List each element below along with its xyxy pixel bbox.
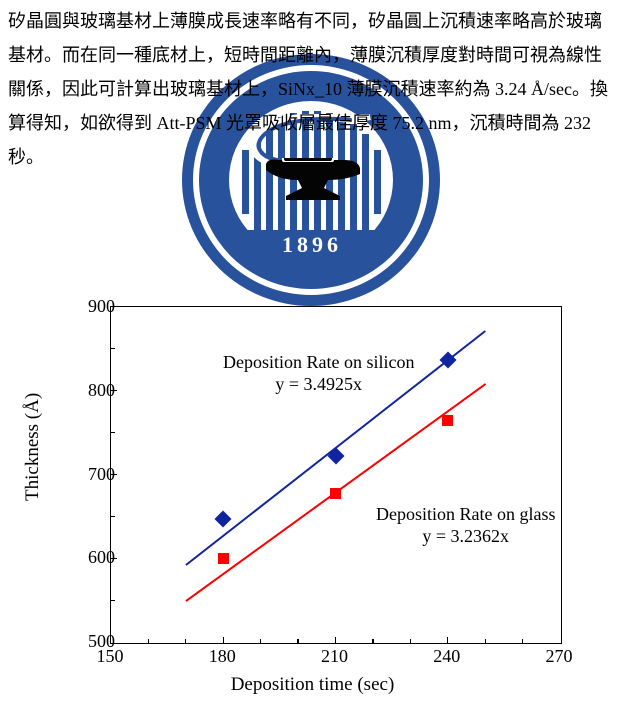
x-axis-label: Deposition time (sec) <box>50 674 575 696</box>
deposition-chart: Thickness (Å) Deposition Rate on silicon… <box>50 306 575 696</box>
marker-silicon <box>215 510 232 527</box>
x-tick-label: 210 <box>315 646 355 667</box>
y-tick-label: 600 <box>69 547 115 568</box>
y-tick-label: 700 <box>69 464 115 485</box>
series-label-silicon: Deposition Rate on silicony = 3.4925x <box>223 351 414 395</box>
marker-glass <box>218 553 229 564</box>
logo-year: 1896 <box>236 230 388 260</box>
x-tick-label: 240 <box>427 646 467 667</box>
x-tick-label: 270 <box>539 646 579 667</box>
y-tick-label: 900 <box>69 296 115 317</box>
series-label-glass: Deposition Rate on glassy = 3.2362x <box>376 503 555 547</box>
marker-glass <box>330 488 341 499</box>
x-tick-label: 180 <box>202 646 242 667</box>
y-axis-label: Thickness (Å) <box>22 393 44 501</box>
body-paragraph: 矽晶圓與玻璃基材上薄膜成長速率略有不同，矽晶圓上沉積速率略高於玻璃基材。而在同一… <box>8 4 616 174</box>
y-tick-label: 800 <box>69 380 115 401</box>
x-tick-label: 150 <box>90 646 130 667</box>
plot-area: Deposition Rate on silicony = 3.4925x Dep… <box>110 306 562 644</box>
marker-glass <box>442 415 453 426</box>
